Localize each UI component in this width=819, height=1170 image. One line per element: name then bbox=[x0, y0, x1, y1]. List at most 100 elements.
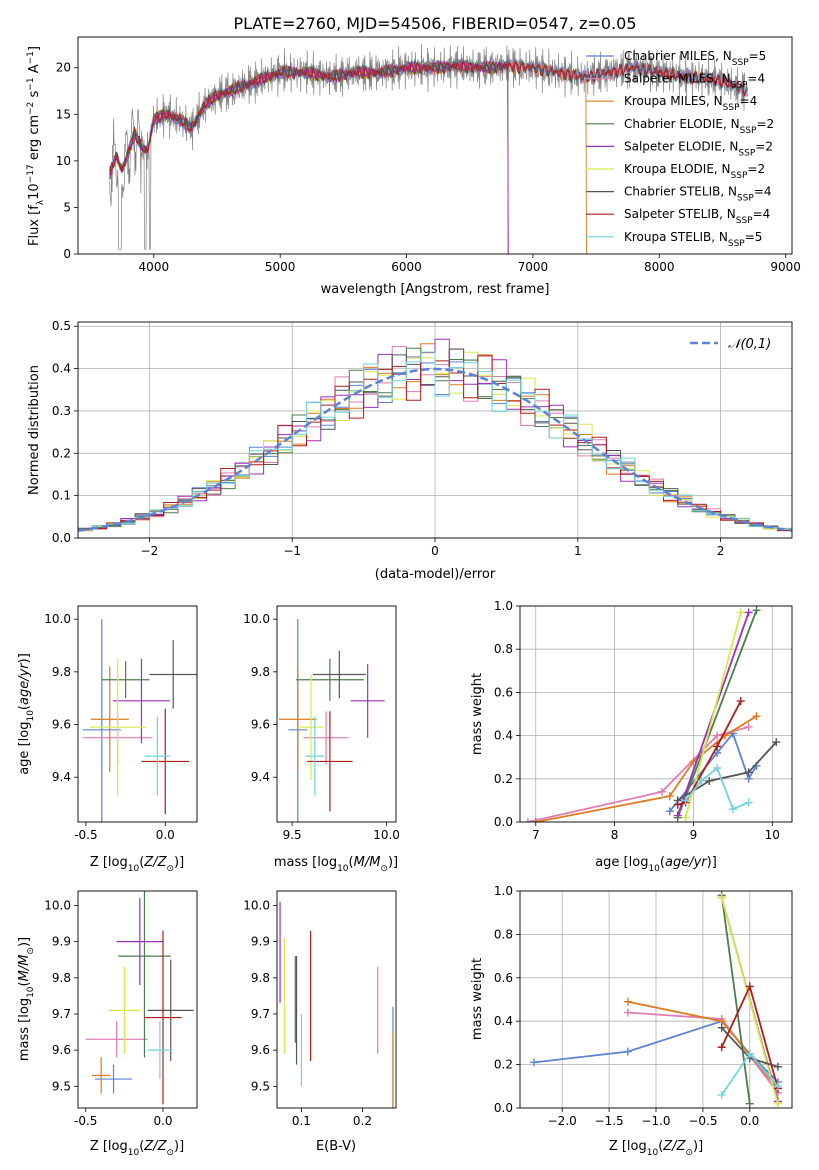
panel-massweight-vs-age: 7 8 9 10 0.0 0.2 0.4 0.6 0.8 1.0 age [log10(age/yr… bbox=[470, 599, 793, 874]
y-tick-label: 0.3 bbox=[52, 404, 71, 418]
mass-weight-marker bbox=[531, 818, 540, 822]
legend: Chabrier MILES, NSSP=5 Salpeter MILES, NS… bbox=[586, 49, 774, 249]
mass-weight-marker bbox=[752, 712, 761, 721]
x-tick-label: 0.0 bbox=[156, 828, 175, 842]
x-tick-label: −1 bbox=[283, 544, 301, 558]
legend-label: Chabrier STELIB, NSSP=4 bbox=[624, 185, 772, 204]
y-tick-label: 5 bbox=[63, 200, 71, 214]
mass-weight-marker bbox=[673, 800, 682, 809]
y-tick-label: 9.8 bbox=[251, 665, 270, 679]
x-tick-label: 10 bbox=[765, 828, 780, 842]
plot-area bbox=[82, 619, 197, 822]
y-tick-label: 0.6 bbox=[494, 971, 513, 985]
mass-weight-marker bbox=[736, 697, 745, 706]
x-axis-label: Z [log10(Z/Z⊙)] bbox=[90, 855, 184, 874]
mass-weight-marker bbox=[705, 776, 714, 785]
y-tick-label: 9.5 bbox=[52, 1079, 71, 1093]
y-axis-label: mass [log10(M/M⊙)] bbox=[17, 937, 36, 1061]
mass-weight-marker bbox=[681, 813, 690, 822]
plot-area bbox=[279, 901, 394, 1108]
y-tick-label: 10.0 bbox=[44, 898, 71, 912]
mass-weight-marker bbox=[713, 764, 722, 772]
x-tick-label: -0.5 bbox=[74, 1114, 97, 1128]
spectrum-model-line bbox=[109, 59, 587, 254]
y-tick-label: 0.4 bbox=[52, 362, 71, 376]
histogram-series bbox=[78, 351, 792, 531]
mass-weight-marker bbox=[673, 811, 682, 820]
x-axis-label: age [log10(age/yr)] bbox=[595, 855, 717, 874]
mass-weight-marker bbox=[744, 722, 753, 731]
mass-weight-line bbox=[684, 612, 742, 818]
legend-label: 𝒩(0,1) bbox=[728, 337, 771, 352]
mass-weight-marker bbox=[745, 1049, 754, 1058]
y-tick-label: 0.8 bbox=[494, 927, 513, 941]
x-axis-label: Z [log10(Z/Z⊙)] bbox=[609, 1139, 703, 1158]
spectrum-model-line bbox=[109, 59, 509, 254]
x-tick-label: 2 bbox=[717, 544, 725, 558]
axes-frame bbox=[77, 36, 793, 255]
y-tick-label: 0.6 bbox=[494, 685, 513, 699]
y-tick-label: 9.8 bbox=[52, 971, 71, 985]
mass-weight-marker bbox=[745, 982, 754, 991]
y-tick-label: 0.0 bbox=[494, 815, 513, 829]
y-tick-label: 0.2 bbox=[494, 772, 513, 786]
y-tick-label: 15 bbox=[56, 107, 71, 121]
plot-area bbox=[109, 43, 748, 254]
y-tick-label: 9.8 bbox=[251, 971, 270, 985]
axes-frame bbox=[77, 605, 198, 823]
y-tick-label: 9.9 bbox=[52, 935, 71, 949]
mass-weight-marker bbox=[717, 893, 726, 902]
x-tick-label: 8000 bbox=[644, 260, 675, 274]
axes-frame bbox=[77, 890, 198, 1109]
mass-weight-marker bbox=[623, 997, 632, 1006]
mass-weight-marker bbox=[665, 792, 674, 801]
y-tick-label: 20 bbox=[56, 61, 71, 75]
mass-weight-line bbox=[676, 609, 758, 819]
y-tick-label: 9.7 bbox=[52, 1007, 71, 1021]
x-tick-label: 5000 bbox=[265, 260, 296, 274]
y-tick-label: 9.6 bbox=[251, 1043, 270, 1057]
y-tick-label: 9.4 bbox=[251, 770, 270, 784]
spectrum-model-line bbox=[109, 59, 509, 254]
y-tick-label: 9.9 bbox=[251, 935, 270, 949]
x-tick-label: 0.2 bbox=[353, 1114, 372, 1128]
panel-age-vs-mass: 9.5 10.0 9.4 9.6 9.8 10.0 mass [log10(M/M⊙)] bbox=[243, 605, 400, 874]
mass-weight-marker bbox=[773, 1082, 782, 1091]
x-axis-label: mass [log10(M/M⊙)] bbox=[274, 855, 398, 874]
panel-mass-vs-Z: -0.5 0.0 9.5 9.6 9.7 9.8 9.9 10.0 Z [log10(Z/Z⊙)… bbox=[17, 890, 198, 1158]
legend-label: Kroupa STELIB, NSSP=5 bbox=[624, 230, 762, 249]
x-axis-label: (data-model)/error bbox=[375, 567, 496, 582]
mass-weight-line bbox=[720, 897, 779, 1104]
legend-label: Chabrier ELODIE, NSSP=2 bbox=[624, 117, 774, 136]
mass-weight-marker bbox=[681, 796, 690, 805]
x-axis-label: Z [log10(Z/Z⊙)] bbox=[90, 1139, 184, 1158]
mass-weight-marker bbox=[530, 1058, 539, 1067]
plot-area bbox=[530, 891, 782, 1108]
mass-weight-marker bbox=[772, 738, 781, 747]
mass-weight-line bbox=[677, 700, 742, 806]
plot-area bbox=[523, 606, 781, 822]
legend-label: Salpeter STELIB, NSSP=4 bbox=[624, 207, 770, 226]
mass-weight-marker bbox=[717, 1023, 726, 1032]
y-tick-label: 0.4 bbox=[494, 729, 513, 743]
x-tick-label: 6000 bbox=[391, 260, 422, 274]
mass-weight-marker bbox=[745, 1099, 754, 1108]
y-tick-label: 1.0 bbox=[494, 884, 513, 898]
mass-weight-marker bbox=[717, 1043, 726, 1052]
y-tick-label: 9.6 bbox=[52, 1043, 71, 1057]
x-tick-label: 9.5 bbox=[283, 828, 302, 842]
mass-weight-marker bbox=[728, 805, 737, 814]
mass-weight-marker bbox=[744, 608, 753, 617]
mass-weight-marker bbox=[523, 818, 532, 822]
y-tick-label: 1.0 bbox=[494, 599, 513, 613]
y-tick-label: 10.0 bbox=[44, 612, 71, 626]
y-tick-label: 9.6 bbox=[251, 718, 270, 732]
y-tick-label: 0.0 bbox=[52, 531, 71, 545]
x-tick-label: −0.5 bbox=[688, 1114, 717, 1128]
legend-label: Kroupa MILES, NSSP=4 bbox=[624, 94, 757, 113]
x-tick-label: 0.1 bbox=[292, 1114, 311, 1128]
plot-area bbox=[278, 619, 385, 822]
y-tick-label: 0.2 bbox=[52, 446, 71, 460]
x-tick-label: −1.5 bbox=[595, 1114, 624, 1128]
